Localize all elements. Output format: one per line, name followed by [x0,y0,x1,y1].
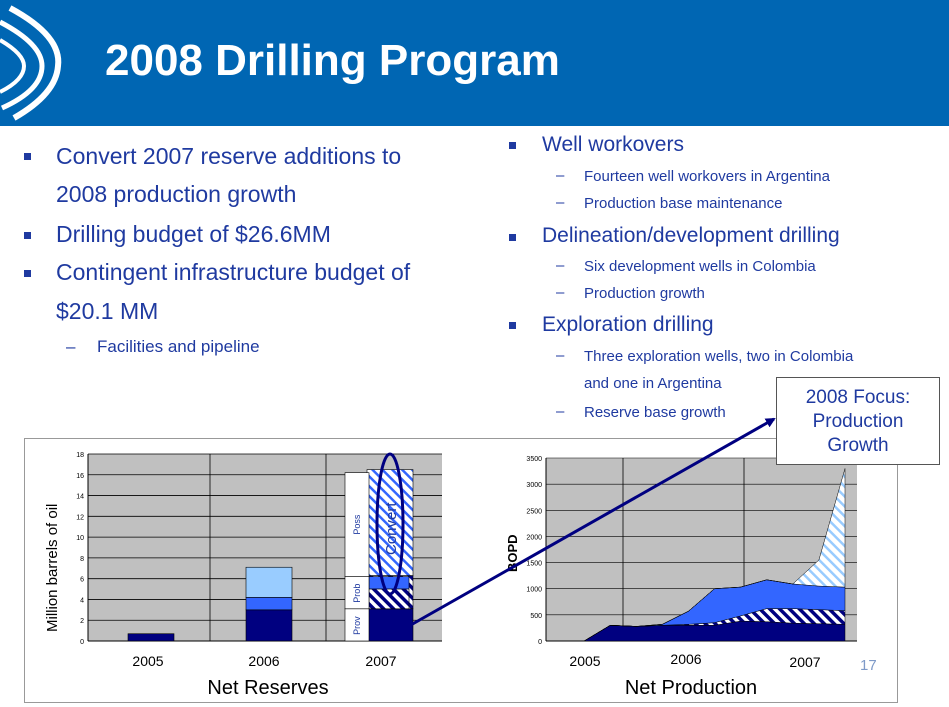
y-tick-label: 2 [80,618,84,625]
bar-prob-2006 [245,597,293,611]
bar-poss-2007 [366,469,414,576]
convert-arrow [408,417,776,628]
convert-label: Convert [383,502,400,555]
x-tick-label: 2007 [365,653,396,669]
right-bullet-1-sub-1: Fourteen well workovers in Argentina [584,168,830,185]
y-tick-label: 10 [76,535,84,542]
y-tick-label: 0 [538,639,542,646]
production-area-3 [558,468,846,642]
x-tick-label: 2005 [569,653,600,669]
x-tick-label: 2006 [248,653,279,669]
x-tick-label: 2005 [132,653,163,669]
right-bullet-2-sub-2: Production growth [584,285,705,302]
left-bullet-3-line-2: $20.1 MM [56,298,159,324]
y-tick-label: 6 [80,577,84,584]
y-tick-label: 0 [80,639,84,646]
focus-line-1: 2008 Focus: [805,387,911,408]
y-tick-label: 16 [76,473,84,480]
category-label-box [344,608,370,642]
dash-marker: – [556,284,565,301]
y-tick-label: 3000 [526,482,542,489]
bar-prob-2007-solid [368,576,410,590]
bullet-square-icon [24,153,31,160]
dash-marker: – [556,347,565,364]
chart-title: Net Reserves [207,677,328,699]
bullet-square-icon [24,270,31,277]
y-axis-title: Million barrels of oil [44,504,61,632]
page-number: 17 [860,657,877,674]
right-bullet-3-sub-1-line-1: Three exploration wells, two in Colombia [584,348,854,365]
y-tick-label: 4 [80,597,84,604]
focus-line-2: Production [812,411,904,432]
net-reserves-chart: 0 2 4 6 8 10 12 14 16 18 Million barrels of oil 200… [44,452,442,699]
category-label-box [344,576,370,610]
bullet-square-icon [509,142,516,149]
bullet-square-icon [509,234,516,241]
left-bullet-1-line-2: 2008 production growth [56,181,297,207]
y-tick-label: 18 [76,452,84,459]
chart-title: Net Production [625,677,757,699]
category-label: Prob [352,584,362,603]
y-tick-label: 14 [76,494,84,501]
y-tick-label: 3500 [526,456,542,463]
y-tick-label: 2500 [526,508,542,515]
title-banner: 2008 Drilling Program [0,0,949,126]
left-bullet-3-line-1: Contingent infrastructure budget of [56,259,411,285]
y-tick-label: 2000 [526,534,542,541]
right-bullet-1-sub-2: Production base maintenance [584,195,783,212]
right-bullet-2-sub-1: Six development wells in Colombia [584,258,816,275]
dash-marker: – [556,167,565,184]
bar-prov-2007 [366,608,414,642]
dash-marker: – [556,194,565,211]
category-label: Prov [352,616,362,635]
y-tick-label: 8 [80,556,84,563]
convert-oval [375,452,405,596]
bullet-square-icon [24,232,31,239]
y-tick-label: 12 [76,514,84,521]
right-bullet-2: Delineation/development drilling [542,224,840,247]
left-bullet-1-line-1: Convert 2007 reserve additions to [56,143,402,169]
y-tick-label: 1500 [526,561,542,568]
bullet-square-icon [509,322,516,329]
dash-marker: – [556,403,565,420]
x-tick-label: 2007 [789,654,820,670]
left-bullet-3-sub: Facilities and pipeline [97,337,260,356]
y-tick-label: 500 [530,613,542,620]
bar-prov-2005 [127,633,175,642]
chart-annotations: Convert [375,417,776,628]
category-label: Poss [352,514,362,535]
bar-poss-2006 [245,566,293,598]
dash-marker: – [66,337,76,356]
net-production-chart: 0 500 1000 1500 2000 2500 3000 3500 BOPD 2005 2006… [505,456,857,699]
left-bullet-2: Drilling budget of $26.6MM [56,221,331,247]
right-bullet-3-sub-2: Reserve base growth [584,404,726,421]
bar-prov-2007-hatched [368,588,410,610]
right-bullet-3-sub-1-line-2: and one in Argentina [584,375,722,392]
y-tick-label: 1000 [526,587,542,594]
right-bullet-3: Exploration drilling [542,313,714,336]
focus-callout: 2008 Focus: Production Growth [776,377,940,465]
bar-prov-2006 [245,609,293,642]
company-logo [0,5,62,121]
right-bullet-1: Well workovers [542,133,684,156]
x-tick-label: 2006 [670,651,701,667]
category-label-box [344,472,370,577]
focus-line-3: Growth [827,435,889,456]
y-axis-title: BOPD [505,534,520,572]
page-title: 2008 Drilling Program [105,36,560,85]
dash-marker: – [556,257,565,274]
